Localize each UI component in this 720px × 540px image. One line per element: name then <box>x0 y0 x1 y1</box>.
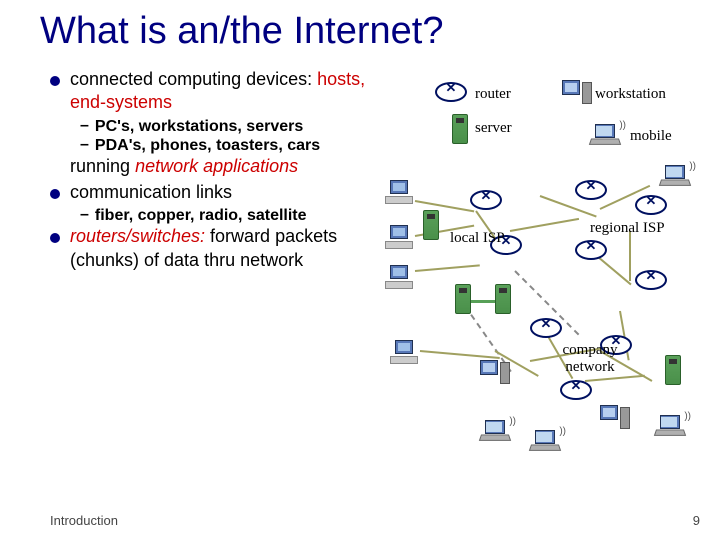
pc-icon <box>385 225 413 249</box>
router-icon <box>560 380 592 400</box>
router-icon <box>470 190 502 210</box>
router-icon <box>635 195 667 215</box>
router-icon <box>575 240 607 260</box>
laptop-icon: )) <box>660 165 690 187</box>
workstation-icon <box>600 405 630 431</box>
bullet-links-text: communication links <box>70 181 232 204</box>
label-regional-isp: regional ISP <box>590 220 665 237</box>
bullet-routers-text: routers/switches: forward packets (chunk… <box>70 225 370 272</box>
label-company-network: company network <box>545 342 635 375</box>
bullet-devices-text: connected computing devices: hosts, end-… <box>70 68 370 115</box>
server-icon <box>455 284 471 314</box>
laptop-icon: )) <box>480 420 510 442</box>
server-icon <box>495 284 511 314</box>
router-icon <box>635 270 667 290</box>
label-router: router <box>475 86 511 103</box>
dash-icon: – <box>80 117 89 135</box>
sub-bullet: – PDA's, phones, toasters, cars <box>80 136 370 155</box>
network-link <box>510 218 579 232</box>
sub-text: PC's, workstations, servers <box>95 117 303 136</box>
label-mobile: mobile <box>630 128 672 145</box>
network-link <box>629 231 631 281</box>
sub-bullet: – fiber, copper, radio, satellite <box>80 206 370 225</box>
pc-icon <box>390 340 418 364</box>
txt-red: routers/switches: <box>70 226 210 246</box>
sub-bullet: – PC's, workstations, servers <box>80 117 370 136</box>
diagram-canvas: router workstation server )) mobile <box>380 80 710 480</box>
router-icon <box>435 82 467 102</box>
server-icon <box>665 355 681 385</box>
router-icon <box>575 180 607 200</box>
pc-icon <box>385 180 413 204</box>
bullet-devices: connected computing devices: hosts, end-… <box>50 68 370 115</box>
pc-icon <box>385 265 413 289</box>
dash-icon: – <box>80 136 89 154</box>
workstation-icon <box>562 80 592 106</box>
bullet-links: communication links <box>50 181 370 204</box>
bullet-routers: routers/switches: forward packets (chunk… <box>50 225 370 272</box>
bullet-apps-text: running network applications <box>70 155 298 178</box>
server-icon <box>452 114 468 144</box>
laptop-icon: )) <box>590 124 620 146</box>
slide: What is an/the Internet? connected compu… <box>0 0 720 540</box>
router-icon <box>530 318 562 338</box>
label-workstation: workstation <box>595 86 666 103</box>
sub-text: fiber, copper, radio, satellite <box>95 206 307 225</box>
laptop-icon: )) <box>530 430 560 452</box>
bullet-dot-icon <box>50 233 60 243</box>
server-icon <box>423 210 439 240</box>
network-link <box>420 350 500 359</box>
label-server: server <box>475 120 512 137</box>
footer-section: Introduction <box>50 513 118 528</box>
txt: connected computing devices: <box>70 69 317 89</box>
network-link <box>585 375 645 382</box>
network-diagram: router workstation server )) mobile <box>380 80 710 480</box>
page-number: 9 <box>693 513 700 528</box>
txt-red: network applications <box>135 156 298 176</box>
label-local-isp: local ISP <box>450 230 505 247</box>
dash-icon: – <box>80 206 89 224</box>
bullet-dot-icon <box>50 189 60 199</box>
slide-title: What is an/the Internet? <box>40 10 690 53</box>
txt: running <box>70 156 135 176</box>
network-link <box>415 264 480 272</box>
workstation-icon <box>480 360 510 386</box>
left-column: connected computing devices: hosts, end-… <box>50 68 370 274</box>
laptop-icon: )) <box>655 415 685 437</box>
bullet-apps: running network applications <box>70 155 370 178</box>
bullet-dot-icon <box>50 76 60 86</box>
sub-text: PDA's, phones, toasters, cars <box>95 136 320 155</box>
txt: communication links <box>70 182 232 202</box>
